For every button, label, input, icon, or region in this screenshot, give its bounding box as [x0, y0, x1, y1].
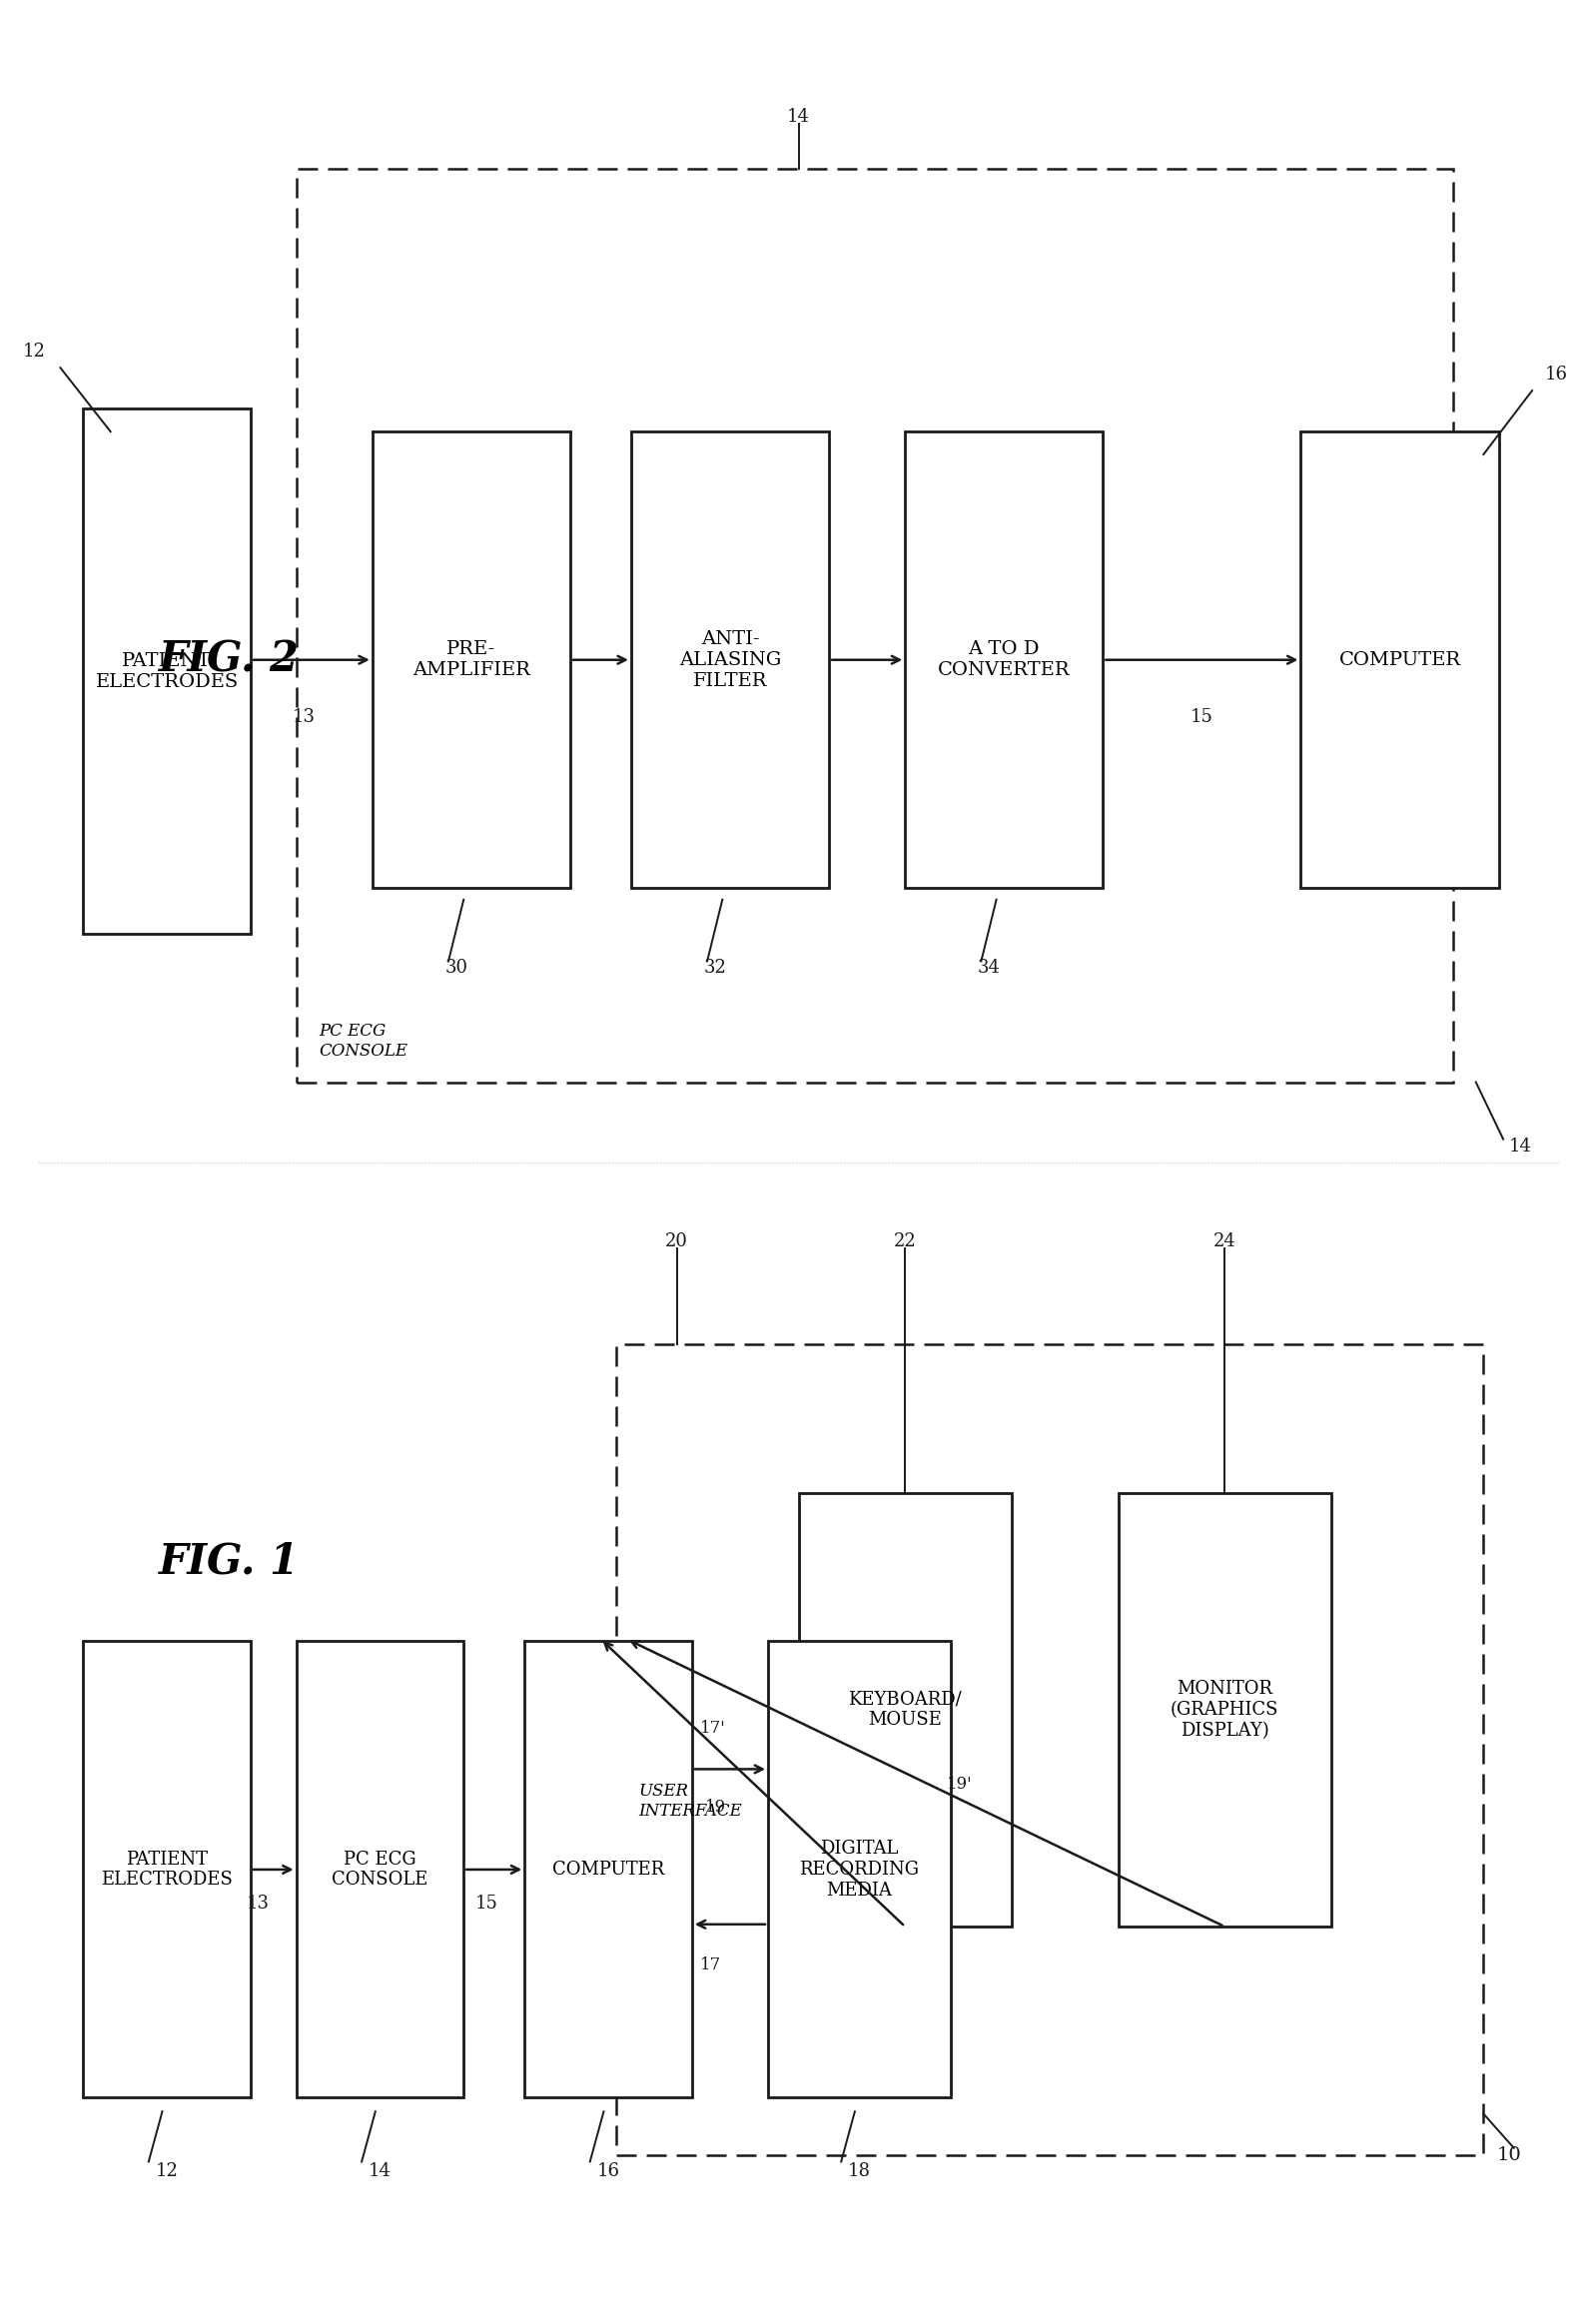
Bar — [905, 432, 1103, 888]
Text: A TO D
CONVERTER: A TO D CONVERTER — [937, 641, 1071, 679]
Bar — [525, 1641, 692, 2099]
Text: 15: 15 — [476, 1894, 498, 1913]
Text: 34: 34 — [977, 960, 1001, 976]
Bar — [616, 1346, 1483, 2154]
Bar — [296, 170, 1453, 1083]
Bar — [799, 1492, 1012, 1927]
Text: 17': 17' — [700, 1720, 725, 1736]
Bar — [83, 1641, 250, 2099]
Text: 13: 13 — [293, 709, 315, 725]
Text: 16: 16 — [1545, 365, 1567, 383]
Text: 16: 16 — [597, 2161, 620, 2180]
Text: FIG. 2: FIG. 2 — [159, 639, 301, 681]
Text: 19': 19' — [947, 1776, 972, 1792]
Text: 24: 24 — [1214, 1234, 1236, 1250]
Bar — [372, 432, 570, 888]
Text: 14: 14 — [369, 2161, 391, 2180]
Text: PATIENT
ELECTRODES: PATIENT ELECTRODES — [95, 653, 239, 690]
Bar — [1301, 432, 1499, 888]
Text: COMPUTER: COMPUTER — [552, 1862, 665, 1878]
Text: 20: 20 — [665, 1234, 689, 1250]
Text: DIGITAL
RECORDING
MEDIA: DIGITAL RECORDING MEDIA — [800, 1841, 920, 1899]
Text: 15: 15 — [1190, 709, 1214, 725]
Text: 22: 22 — [894, 1234, 916, 1250]
Bar — [1118, 1492, 1332, 1927]
Text: PC ECG
CONSOLE: PC ECG CONSOLE — [320, 1023, 407, 1060]
Bar — [632, 432, 829, 888]
Text: KEYBOARD/
MOUSE: KEYBOARD/ MOUSE — [848, 1690, 963, 1729]
Text: PC ECG
CONSOLE: PC ECG CONSOLE — [333, 1850, 428, 1889]
Text: 19: 19 — [705, 1799, 725, 1815]
Text: 10: 10 — [1497, 2145, 1521, 2164]
Text: 30: 30 — [444, 960, 468, 976]
Text: FIG. 1: FIG. 1 — [159, 1541, 301, 1583]
Text: COMPUTER: COMPUTER — [1338, 651, 1461, 669]
Text: PATIENT
ELECTRODES: PATIENT ELECTRODES — [100, 1850, 232, 1889]
Bar — [768, 1641, 951, 2099]
Text: 17: 17 — [700, 1957, 721, 1973]
Text: PRE-
AMPLIFIER: PRE- AMPLIFIER — [412, 641, 530, 679]
Bar — [296, 1641, 463, 2099]
Text: 12: 12 — [156, 2161, 178, 2180]
Text: 14: 14 — [788, 107, 810, 125]
Bar — [83, 409, 250, 934]
Text: ANTI-
ALIASING
FILTER: ANTI- ALIASING FILTER — [679, 630, 781, 690]
Text: 12: 12 — [22, 342, 45, 360]
Text: 14: 14 — [1510, 1136, 1532, 1155]
Text: 18: 18 — [848, 2161, 870, 2180]
Text: USER
INTERFACE: USER INTERFACE — [638, 1783, 743, 1820]
Text: MONITOR
(GRAPHICS
DISPLAY): MONITOR (GRAPHICS DISPLAY) — [1171, 1680, 1279, 1741]
Text: 32: 32 — [703, 960, 725, 976]
Text: 13: 13 — [247, 1894, 269, 1913]
